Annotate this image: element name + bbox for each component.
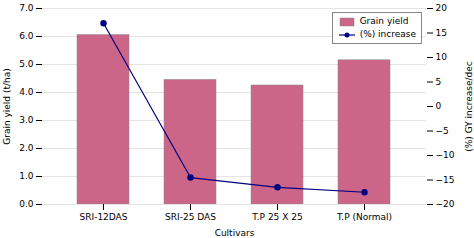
svg-text:−10: −10 [436, 150, 455, 160]
svg-text:(%) GY increase/dec: (%) GY increase/dec [464, 61, 474, 152]
svg-text:−15: −15 [436, 175, 455, 185]
svg-text:7.0: 7.0 [19, 3, 34, 13]
svg-text:2.0: 2.0 [19, 143, 34, 153]
html-text:(%) increase: (%) increase [359, 29, 416, 39]
svg-text:3.0: 3.0 [19, 115, 34, 125]
svg-text:15: 15 [436, 28, 447, 38]
svg-text:Grain yield (t/ha): Grain yield (t/ha) [2, 68, 12, 145]
svg-text:20: 20 [436, 3, 448, 13]
html-text:Grain yield: Grain yield [359, 16, 409, 26]
svg-text:1.0: 1.0 [19, 171, 34, 181]
svg-text:Cultivars: Cultivars [215, 228, 255, 238]
svg-text:T.P 25 X 25: T.P 25 X 25 [251, 212, 302, 222]
svg-text:SRI-12DAS: SRI-12DAS [80, 212, 128, 222]
svg-text:SRI-25 DAS: SRI-25 DAS [165, 212, 216, 222]
svg-text:T.P (Normal): T.P (Normal) [336, 212, 392, 222]
svg-text:−5: −5 [436, 126, 449, 136]
svg-text:4.0: 4.0 [19, 87, 34, 97]
svg-text:5.0: 5.0 [19, 59, 34, 69]
svg-text:6.0: 6.0 [19, 31, 34, 41]
svg-text:10: 10 [436, 52, 448, 62]
svg-text:−20: −20 [436, 199, 455, 209]
svg-text:0.0: 0.0 [19, 199, 34, 209]
svg-text:5: 5 [436, 77, 442, 87]
svg-text:0: 0 [436, 101, 442, 111]
